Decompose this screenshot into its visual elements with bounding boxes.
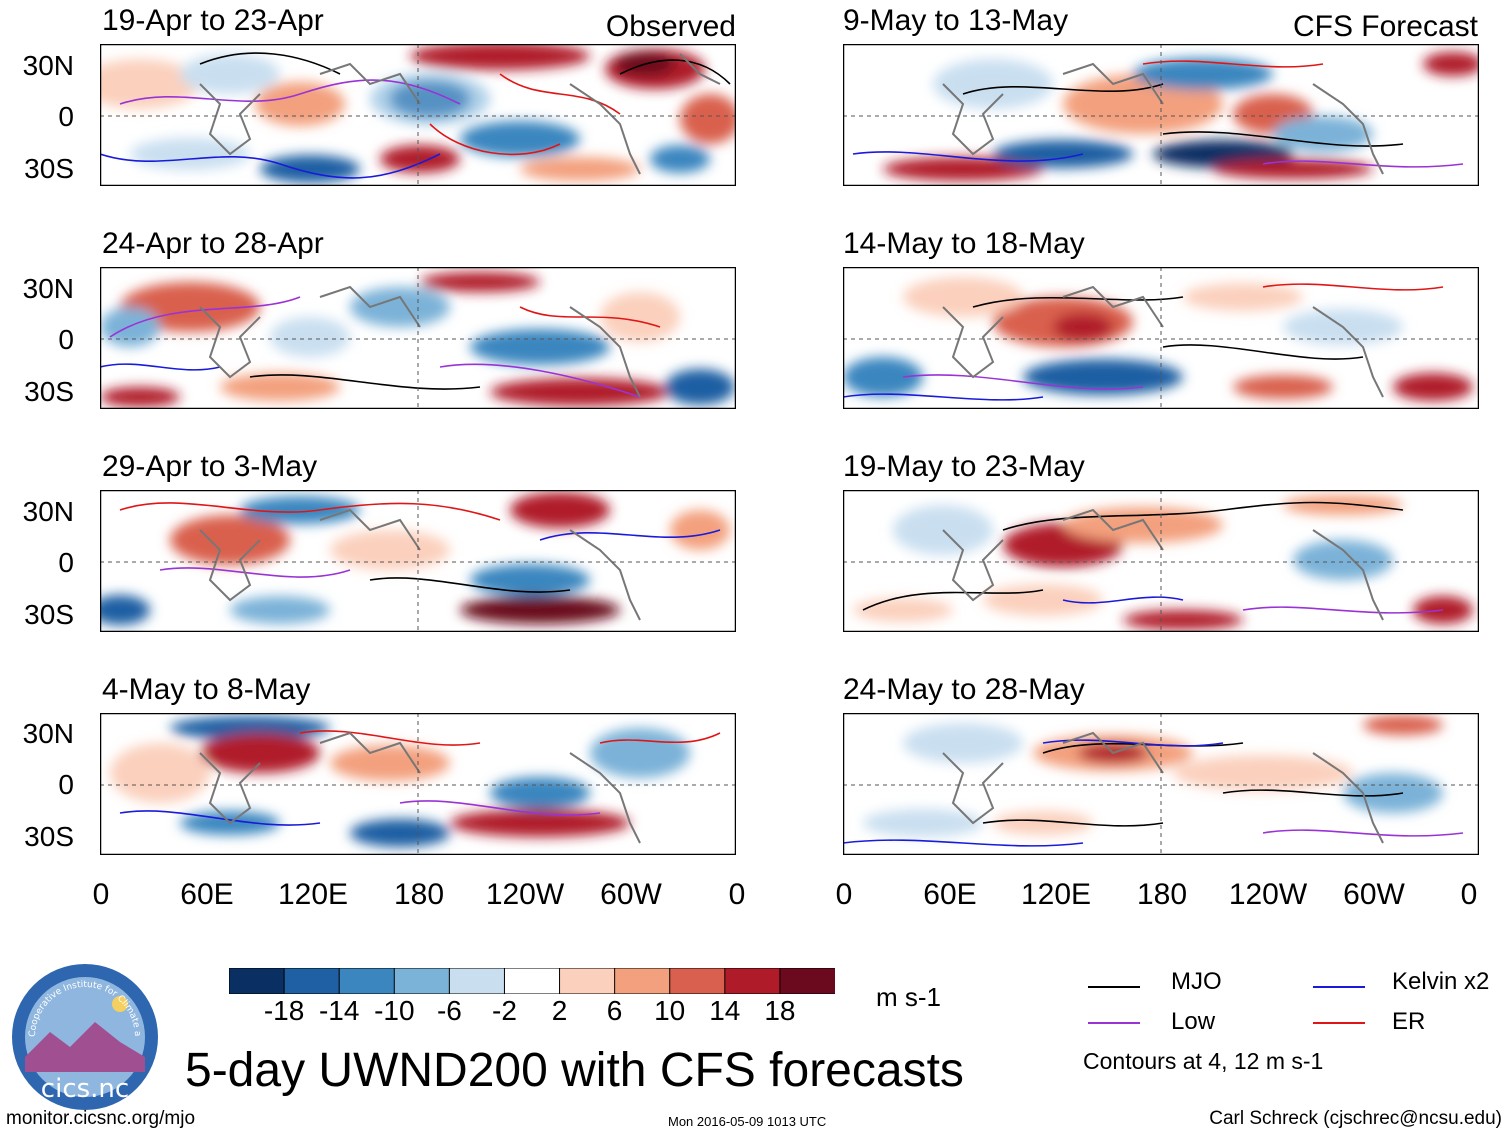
lon-label-right-60w: 60W bbox=[1343, 878, 1405, 911]
colorbar-swatch bbox=[338, 968, 396, 994]
panel-title-obs-3: 29-Apr to 3-May bbox=[102, 450, 318, 483]
colorbar-tick-label: -18 bbox=[263, 995, 305, 1026]
panel-tag-cfs-forecast: CFS Forecast bbox=[1292, 10, 1478, 43]
legend-label-low: Low bbox=[1171, 1008, 1216, 1035]
lat-label-30s-p2: 30S bbox=[24, 376, 74, 407]
lat-label-30s-p3: 30S bbox=[24, 599, 74, 630]
colorbar-swatch bbox=[229, 968, 286, 994]
lon-label-left-0-end: 0 bbox=[728, 878, 746, 911]
colorbar-tick-label: 2 bbox=[551, 995, 568, 1026]
legend-line-er bbox=[1313, 1022, 1365, 1024]
map-panel-obs-1 bbox=[100, 44, 736, 186]
colorbar-swatch bbox=[779, 968, 835, 994]
lon-label-right-0-end: 0 bbox=[1460, 878, 1478, 911]
lon-label-left-120e: 120E bbox=[277, 878, 349, 911]
panel-title-fcst-4: 24-May to 28-May bbox=[843, 673, 1085, 706]
cics-logo: Cooperative Institute for Climate and Sa… bbox=[10, 962, 158, 1110]
contour-note: Contours at 4, 12 m s-1 bbox=[1083, 1048, 1324, 1074]
panel-title-obs-1: 19-Apr to 23-Apr bbox=[102, 4, 324, 37]
footer-author: Carl Schreck (cjschrec@ncsu.edu) bbox=[1209, 1108, 1502, 1129]
colorbar-swatch bbox=[724, 968, 781, 994]
colorbar-tick-label: -10 bbox=[374, 995, 415, 1026]
colorbar bbox=[229, 968, 835, 994]
map-panel-fcst-2 bbox=[843, 267, 1479, 409]
panel-title-fcst-1: 9-May to 13-May bbox=[843, 4, 1069, 37]
legend-line-low bbox=[1088, 1022, 1140, 1024]
colorbar-tick-label: 6 bbox=[606, 995, 623, 1026]
colorbar-tick-label: -2 bbox=[492, 995, 517, 1026]
colorbar-swatch bbox=[448, 968, 506, 994]
map-panel-obs-3 bbox=[100, 490, 736, 632]
lat-label-0-p2: 0 bbox=[58, 324, 74, 355]
lat-label-0-p3: 0 bbox=[58, 547, 74, 578]
lat-label-30n-p1: 30N bbox=[22, 50, 74, 81]
panel-title-obs-4: 4-May to 8-May bbox=[102, 673, 311, 706]
map-panel-fcst-1 bbox=[843, 44, 1479, 186]
lon-label-right-120e: 120E bbox=[1020, 878, 1092, 911]
map-panel-fcst-4 bbox=[843, 713, 1479, 855]
lat-label-0-p4: 0 bbox=[58, 769, 74, 800]
lat-label-30n-p4: 30N bbox=[22, 718, 74, 749]
colorbar-tick-label: 10 bbox=[654, 995, 686, 1026]
colorbar-tick-label: 14 bbox=[709, 995, 741, 1026]
lon-label-right-60e: 60E bbox=[923, 878, 977, 911]
figure-title: 5-day UWND200 with CFS forecasts bbox=[185, 1044, 964, 1097]
legend-label-mjo: MJO bbox=[1171, 968, 1222, 995]
lon-label-left-60e: 60E bbox=[180, 878, 234, 911]
panel-title-fcst-3: 19-May to 23-May bbox=[843, 450, 1085, 483]
colorbar-swatch bbox=[614, 968, 671, 994]
lon-label-left-120w: 120W bbox=[485, 878, 565, 911]
footer-timestamp: Mon 2016-05-09 1013 UTC bbox=[668, 1114, 827, 1129]
lon-label-left-180: 180 bbox=[393, 878, 445, 911]
map-panel-fcst-3 bbox=[843, 490, 1479, 632]
lat-label-30n-p2: 30N bbox=[22, 273, 74, 304]
lon-label-right-0: 0 bbox=[835, 878, 853, 911]
colorbar-tick-label: -6 bbox=[436, 995, 462, 1026]
lon-label-right-120w: 120W bbox=[1228, 878, 1308, 911]
lon-label-left-0: 0 bbox=[92, 878, 110, 911]
legend-label-kelvin: Kelvin x2 bbox=[1392, 968, 1490, 995]
colorbar-tick-label: -14 bbox=[318, 995, 360, 1026]
panel-title-fcst-2: 14-May to 18-May bbox=[843, 227, 1085, 260]
lat-label-30s-p4: 30S bbox=[24, 821, 74, 852]
panel-tag-observed: Observed bbox=[605, 10, 736, 43]
colorbar-tick-label: 18 bbox=[764, 995, 796, 1026]
legend-line-mjo bbox=[1088, 986, 1140, 988]
logo-text: cics.nc bbox=[41, 1074, 129, 1104]
map-panel-obs-4 bbox=[100, 713, 736, 855]
colorbar-swatch bbox=[669, 968, 726, 994]
lon-label-left-60w: 60W bbox=[600, 878, 662, 911]
footer-url: monitor.cicsnc.org/mjo bbox=[6, 1108, 196, 1129]
colorbar-swatch bbox=[393, 968, 451, 994]
lat-label-0-p1: 0 bbox=[58, 101, 74, 132]
map-panel-obs-2 bbox=[100, 267, 736, 409]
panel-title-obs-2: 24-Apr to 28-Apr bbox=[102, 227, 324, 260]
lat-label-30s-p1: 30S bbox=[24, 153, 74, 184]
lat-label-30n-p3: 30N bbox=[22, 496, 74, 527]
colorbar-swatch bbox=[503, 968, 561, 994]
colorbar-units: m s-1 bbox=[876, 982, 941, 1012]
colorbar-swatch bbox=[283, 968, 341, 994]
legend-label-er: ER bbox=[1392, 1008, 1426, 1035]
colorbar-swatch bbox=[559, 968, 616, 994]
lon-label-right-180: 180 bbox=[1136, 878, 1188, 911]
legend-line-kelvin bbox=[1313, 986, 1365, 988]
